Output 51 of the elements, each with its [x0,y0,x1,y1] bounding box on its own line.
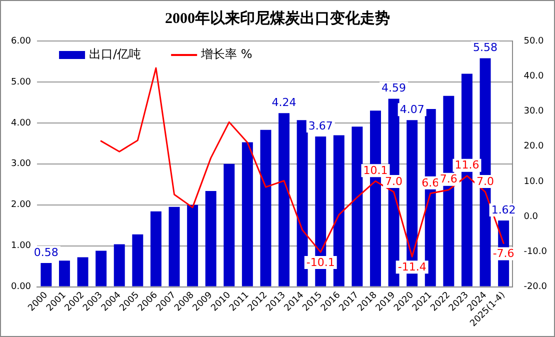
bar [224,164,235,286]
y2-tick-label: 30.0 [524,106,544,117]
data-label: 10.1 [363,164,388,177]
bar [278,113,290,286]
y2-tick-label: 20.0 [524,142,544,152]
bar [187,204,198,286]
bar [205,190,216,286]
data-label: 5.58 [473,41,498,54]
y-tick-label: 5.00 [10,77,32,88]
legend-label: 增长率 % [200,47,252,62]
data-label: 7.6 [440,172,458,186]
bar [352,126,363,286]
bar [58,260,70,286]
data-label: 7.0 [476,174,494,188]
data-label: 4.59 [382,82,406,95]
data-label: -11.4 [398,260,426,274]
legend-label: 出口/亿吨 [89,47,142,62]
bar [168,206,180,286]
y2-tick-label: -20.0 [524,282,548,292]
data-label: 6.6 [422,176,440,190]
data-label: -10.1 [306,256,335,269]
y2-tick-label: 50.0 [524,36,544,46]
data-label: -7.6 [492,247,514,260]
y2-tick-label: 10.0 [524,176,544,187]
y-tick-label: 1.00 [10,241,32,252]
bar [77,257,88,286]
bar [333,135,344,286]
y-tick-label: 4.00 [10,118,32,128]
y-tick-label: 3.00 [10,159,32,170]
data-label: 4.24 [272,96,296,109]
bar [40,263,52,286]
data-label: 1.62 [491,203,516,216]
data-label: 11.6 [454,158,480,172]
bar [242,142,253,286]
y-tick-label: 0.00 [10,282,32,292]
y2-tick-label: 0.0 [524,212,538,222]
bar [296,120,308,286]
y-tick-label: 2.00 [10,200,32,210]
data-label: 7.0 [385,174,403,188]
data-label: 4.07 [400,102,424,116]
data-label: 3.67 [308,119,333,132]
y2-tick-label: -10.0 [524,247,548,258]
y2-tick-label: 40.0 [524,71,544,82]
y-tick-label: 6.00 [10,36,32,46]
bar [132,234,144,286]
bar [150,211,162,286]
bar [114,244,125,286]
data-label: 0.58 [34,246,58,259]
chart-title: 2000年以来印尼煤炭出口变化走势 [164,9,391,28]
bar [260,130,272,286]
bar [96,250,107,286]
